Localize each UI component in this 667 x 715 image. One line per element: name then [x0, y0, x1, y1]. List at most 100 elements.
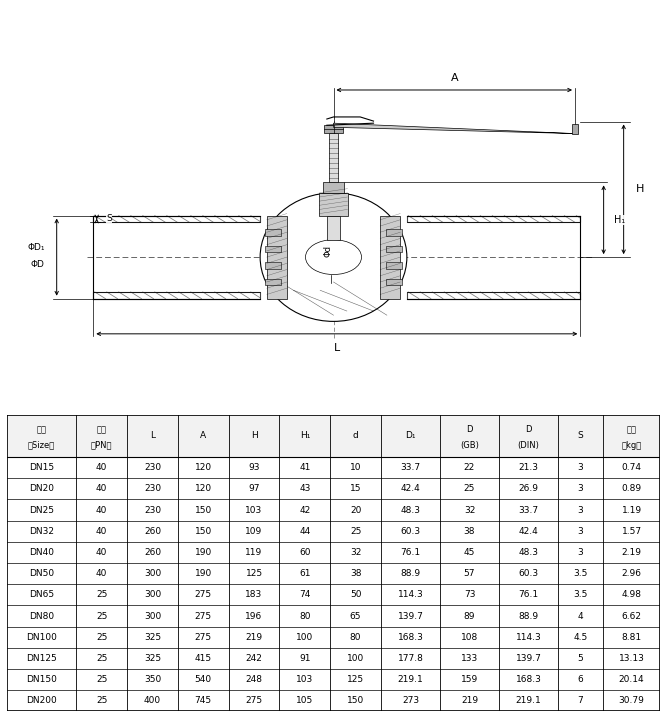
Text: 30.79: 30.79 [619, 696, 644, 705]
Text: 25: 25 [464, 484, 475, 493]
Text: 40: 40 [96, 569, 107, 578]
Text: 4.5: 4.5 [574, 633, 588, 642]
Text: 275: 275 [195, 591, 212, 599]
Text: 219.1: 219.1 [516, 696, 542, 705]
Text: 45: 45 [464, 548, 475, 557]
Text: 230: 230 [144, 506, 161, 515]
Text: 150: 150 [195, 527, 212, 536]
Bar [267, 216, 287, 299]
Text: 57: 57 [464, 569, 475, 578]
Bar [93, 216, 260, 222]
Bar [386, 279, 402, 285]
Bar [265, 245, 281, 252]
Text: 300: 300 [144, 611, 161, 621]
Bar [324, 125, 343, 133]
Text: 3: 3 [578, 506, 584, 515]
Text: 25: 25 [96, 675, 107, 684]
Text: 15: 15 [350, 484, 362, 493]
Bar [323, 182, 344, 193]
Text: 168.3: 168.3 [398, 633, 424, 642]
Text: 125: 125 [245, 569, 263, 578]
Text: 26.9: 26.9 [518, 484, 538, 493]
Text: 230: 230 [144, 484, 161, 493]
Text: 13.13: 13.13 [619, 654, 644, 663]
Text: 109: 109 [245, 527, 263, 536]
Bar [265, 262, 281, 269]
Text: 540: 540 [195, 675, 212, 684]
Bar [386, 262, 402, 269]
Text: 0.74: 0.74 [622, 463, 642, 472]
Text: DN40: DN40 [29, 548, 54, 557]
Text: A: A [450, 72, 458, 82]
Text: 273: 273 [402, 696, 419, 705]
Text: 10: 10 [350, 463, 362, 472]
Text: 114.3: 114.3 [398, 591, 424, 599]
Text: 76.1: 76.1 [518, 591, 538, 599]
Text: 65: 65 [350, 611, 362, 621]
Bar [265, 279, 281, 285]
Text: 3: 3 [578, 484, 584, 493]
Bar [572, 124, 578, 134]
Text: 4.98: 4.98 [622, 591, 642, 599]
Text: S: S [578, 431, 584, 440]
Bar [265, 229, 281, 235]
Text: D₁: D₁ [406, 431, 416, 440]
Text: 3: 3 [578, 527, 584, 536]
Text: 745: 745 [195, 696, 212, 705]
Text: （PN）: （PN） [91, 440, 113, 450]
Text: 248: 248 [245, 675, 263, 684]
Bar [407, 216, 580, 222]
Text: 40: 40 [96, 463, 107, 472]
Text: 43: 43 [299, 484, 311, 493]
Text: 42.4: 42.4 [518, 527, 538, 536]
Bar [319, 193, 348, 216]
Text: 196: 196 [245, 611, 263, 621]
Text: 7: 7 [578, 696, 584, 705]
Text: 74: 74 [299, 591, 311, 599]
Text: D: D [466, 425, 473, 434]
Text: DN65: DN65 [29, 591, 54, 599]
Text: 0.89: 0.89 [622, 484, 642, 493]
Text: 150: 150 [347, 696, 364, 705]
Text: 125: 125 [347, 675, 364, 684]
Text: 42.4: 42.4 [401, 484, 420, 493]
Text: 89: 89 [464, 611, 475, 621]
Text: 275: 275 [195, 611, 212, 621]
Text: 275: 275 [245, 696, 263, 705]
Text: 159: 159 [461, 675, 478, 684]
Text: 38: 38 [350, 569, 362, 578]
Text: 219: 219 [245, 633, 263, 642]
Text: 5: 5 [578, 654, 584, 663]
Text: 32: 32 [350, 548, 362, 557]
Text: DN200: DN200 [26, 696, 57, 705]
Text: 325: 325 [144, 633, 161, 642]
Text: 33.7: 33.7 [400, 463, 421, 472]
Text: H: H [636, 184, 644, 194]
Text: 25: 25 [96, 591, 107, 599]
Bar [327, 216, 340, 240]
Text: 415: 415 [195, 654, 212, 663]
Text: H₁: H₁ [614, 214, 625, 225]
Text: 25: 25 [96, 611, 107, 621]
Text: 33.7: 33.7 [518, 506, 538, 515]
Text: DN50: DN50 [29, 569, 54, 578]
Text: 重量: 重量 [627, 425, 637, 434]
Text: 150: 150 [195, 506, 212, 515]
Text: 88.9: 88.9 [400, 569, 421, 578]
Text: DN20: DN20 [29, 484, 54, 493]
Text: 88.9: 88.9 [518, 611, 538, 621]
Text: 300: 300 [144, 591, 161, 599]
Ellipse shape [260, 193, 407, 322]
Text: 108: 108 [461, 633, 478, 642]
Text: 3.5: 3.5 [573, 591, 588, 599]
Text: 219: 219 [461, 696, 478, 705]
Text: 97: 97 [248, 484, 259, 493]
Text: 139.7: 139.7 [398, 611, 424, 621]
Text: 44: 44 [299, 527, 310, 536]
Text: 40: 40 [96, 484, 107, 493]
Text: 48.3: 48.3 [518, 548, 538, 557]
Text: 275: 275 [195, 633, 212, 642]
Text: 350: 350 [144, 675, 161, 684]
Text: 3: 3 [578, 548, 584, 557]
Text: 20.14: 20.14 [619, 675, 644, 684]
